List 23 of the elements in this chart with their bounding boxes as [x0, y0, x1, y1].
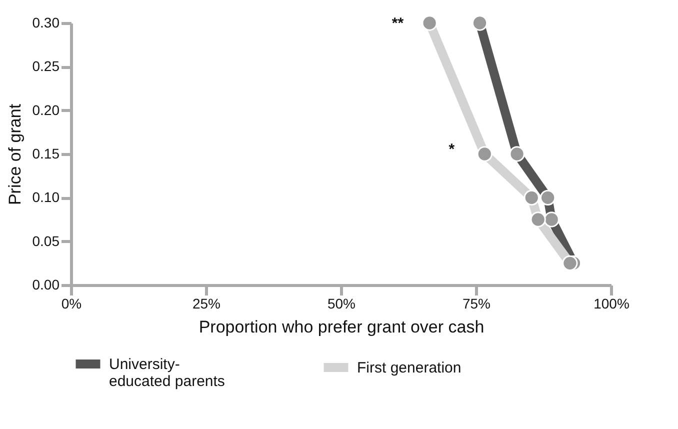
point: [422, 15, 438, 31]
y-tick-label: 0.00: [32, 276, 60, 292]
point: [562, 255, 578, 271]
x-tick-label: 75%: [462, 296, 491, 312]
y-tick-label: 0.20: [32, 102, 60, 118]
legend-label: University-educated parents: [109, 356, 225, 390]
x-tick-label: 0%: [61, 296, 82, 312]
point: [530, 212, 546, 228]
y-tick-label: 0.10: [32, 189, 60, 206]
y-tick-label: 0.05: [32, 232, 60, 249]
annotation: **: [392, 15, 404, 32]
legend-label: First generation: [357, 360, 462, 376]
annotation: *: [448, 140, 455, 158]
x-axis-title: Proportion who prefer grant over cash: [198, 318, 484, 336]
point: [524, 190, 540, 206]
y-tick-label: 0.25: [32, 58, 60, 74]
point: [476, 146, 492, 162]
x-tick-label: 100%: [594, 296, 630, 312]
y-tick-label: 0.15: [32, 146, 60, 162]
x-tick-label: 50%: [327, 296, 356, 312]
x-tick-label: 25%: [192, 296, 221, 312]
y-tick-label: 0.30: [32, 14, 60, 30]
y-axis-title: Price of grant: [5, 104, 24, 206]
